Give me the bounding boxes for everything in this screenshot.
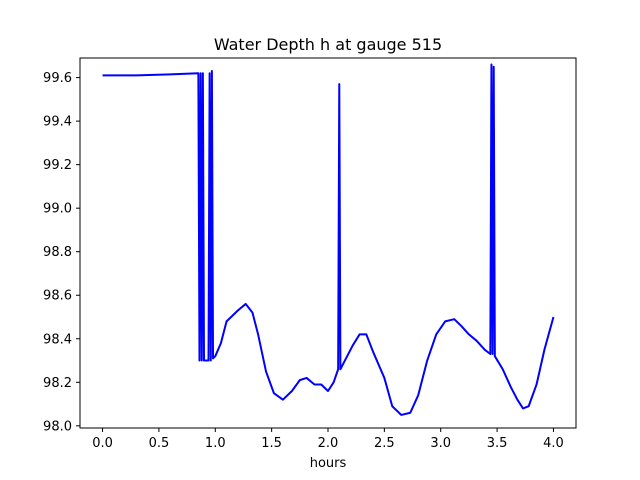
x-tick-label: 0.5 (149, 436, 170, 451)
y-tick-label: 99.6 (43, 71, 72, 86)
y-tick-label: 99.0 (43, 202, 72, 217)
x-tick-label: 1.0 (205, 436, 226, 451)
x-tick-label: 0.0 (92, 436, 113, 451)
y-axis-ticks: 98.0 98.2 98.4 98.6 98.8 99.0 99.2 99.4 99.6 (43, 71, 80, 434)
y-tick-label: 98.6 (43, 289, 72, 304)
x-tick-label: 4.0 (543, 436, 564, 451)
x-tick-label: 2.5 (374, 436, 395, 451)
plot-frame (79, 57, 577, 429)
x-axis-label: hours (310, 456, 347, 471)
plot-area (102, 63, 555, 416)
y-tick-label: 99.4 (43, 115, 72, 130)
x-tick-label: 2.0 (318, 436, 339, 451)
y-tick-label: 99.2 (43, 158, 72, 173)
x-axis-ticks: 0.0 0.5 1.0 1.5 2.0 2.5 3.0 3.5 4.0 (92, 428, 564, 451)
y-tick-label: 98.0 (43, 419, 72, 434)
x-tick-label: 3.5 (487, 436, 508, 451)
y-tick-label: 98.8 (43, 245, 72, 260)
series-line-0 (102, 63, 555, 416)
x-tick-label: 3.0 (430, 436, 451, 451)
chart-title: Water Depth h at gauge 515 (214, 35, 442, 54)
x-tick-label: 1.5 (261, 436, 282, 451)
y-tick-label: 98.4 (43, 332, 72, 347)
y-tick-label: 98.2 (43, 376, 72, 391)
